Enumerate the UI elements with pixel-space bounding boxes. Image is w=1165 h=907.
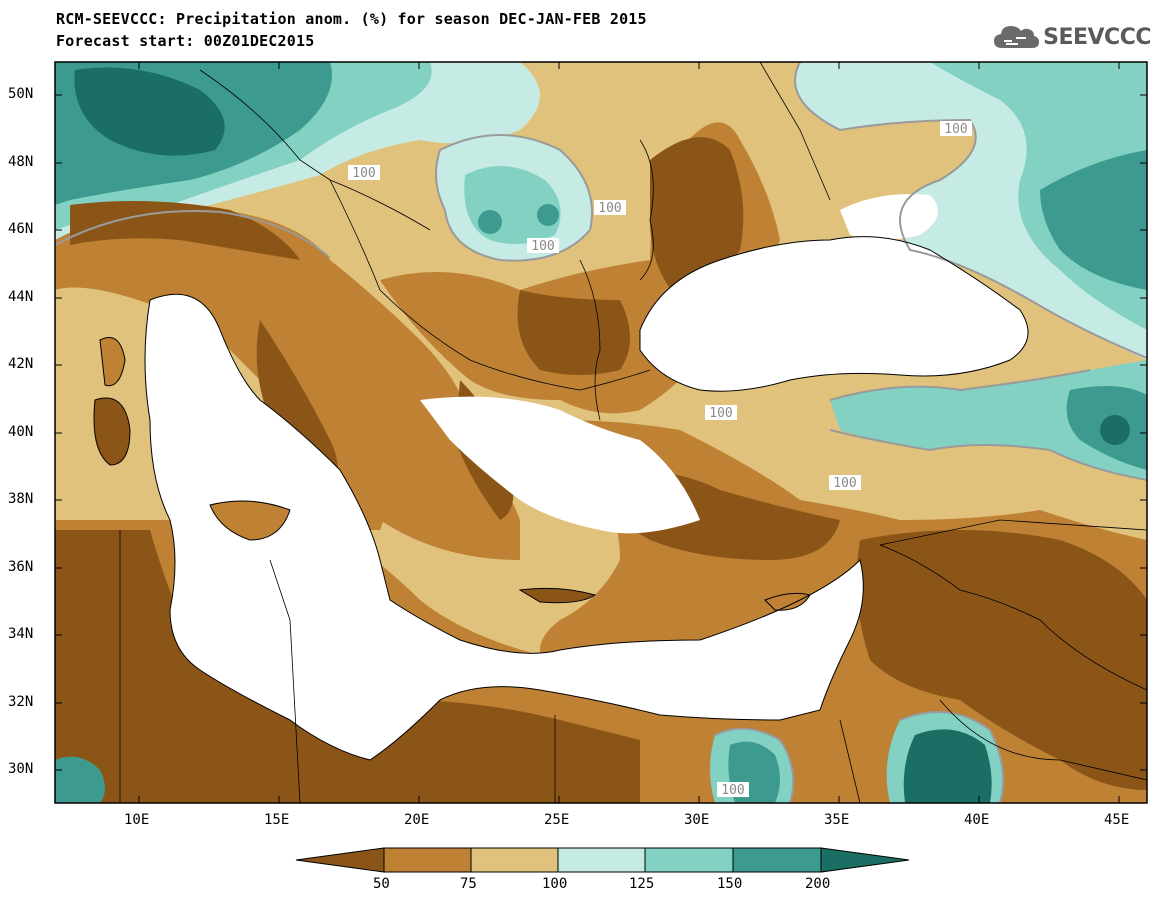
lon-label: 35E: [824, 812, 850, 828]
black-sea: [640, 236, 1028, 392]
colorbar-seg-gt200: [820, 847, 910, 873]
map-title: RCM-SEEVCCC: Precipitation anom. (%) for…: [56, 10, 647, 28]
contour-label: 100: [833, 476, 856, 491]
lon-label: 30E: [684, 812, 710, 828]
lat-label: 48N: [8, 154, 34, 170]
colorbar-seg-150-200: [732, 847, 822, 873]
coastlines: [93, 236, 1029, 761]
lat-label: 36N: [8, 559, 34, 575]
mediterranean-sea: [145, 294, 864, 760]
contour-labels: 100 100 100 100 100 100 100: [348, 121, 972, 798]
lon-label: 20E: [404, 812, 430, 828]
colorbar-seg-50-75: [383, 847, 472, 873]
colorbar-label: 125: [629, 876, 655, 892]
lon-label: 45E: [1104, 812, 1130, 828]
cloud-icon: [994, 26, 1040, 48]
lat-label: 42N: [8, 356, 34, 372]
colorbar-seg-lt50: [295, 847, 385, 873]
lat-label: 32N: [8, 694, 34, 710]
precip-field: 100 100 100 100 100 100 100: [55, 62, 1147, 803]
axis-ticks: [55, 62, 1147, 803]
lon-label: 15E: [264, 812, 290, 828]
lat-label: 40N: [8, 424, 34, 440]
colorbar-seg-100-125: [557, 847, 646, 873]
aegean-sea: [420, 396, 700, 534]
colorbar-seg-125-150: [644, 847, 734, 873]
contour-label: 100: [944, 122, 967, 137]
logo-text: SEEVCCC: [1043, 24, 1151, 50]
contour-100-lines: [55, 62, 1147, 803]
forecast-start-label: Forecast start: 00Z01DEC2015: [56, 32, 315, 50]
colorbar-label: 50: [373, 876, 390, 892]
lat-label: 30N: [8, 761, 34, 777]
lat-label: 50N: [8, 86, 34, 102]
lon-label: 10E: [124, 812, 150, 828]
contour-label: 100: [598, 201, 621, 216]
colorbar-label: 100: [542, 876, 568, 892]
colorbar-label: 200: [805, 876, 831, 892]
lon-label: 25E: [544, 812, 570, 828]
sea-of-azov: [840, 194, 938, 240]
contour-label: 100: [709, 406, 732, 421]
contour-label: 100: [352, 166, 375, 181]
colorbar-label: 150: [717, 876, 743, 892]
country-borders: [119, 62, 1147, 803]
seevccc-logo: SEEVCCC: [992, 22, 1151, 52]
colorbar-label: 75: [460, 876, 477, 892]
lat-label: 44N: [8, 289, 34, 305]
lat-label: 46N: [8, 221, 34, 237]
colorbar-seg-75-100: [470, 847, 559, 873]
lon-label: 40E: [964, 812, 990, 828]
lat-label: 38N: [8, 491, 34, 507]
sicily: [210, 501, 290, 540]
contour-label: 100: [531, 239, 554, 254]
contour-label: 100: [721, 783, 744, 798]
lat-label: 34N: [8, 626, 34, 642]
sardinia: [94, 398, 130, 465]
corsica: [100, 337, 125, 386]
crete: [520, 588, 595, 603]
colorbar: [295, 847, 910, 873]
